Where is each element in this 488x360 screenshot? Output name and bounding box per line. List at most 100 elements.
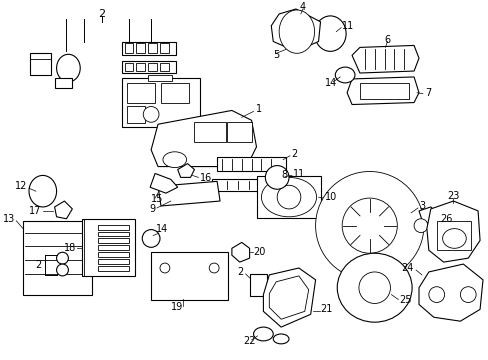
Text: 9: 9 [149,204,155,214]
Bar [212,179,276,191]
Text: 2: 2 [237,267,243,277]
Polygon shape [269,276,308,319]
Text: 23: 23 [447,191,459,201]
Text: 11: 11 [292,170,305,179]
Bar [127,105,145,123]
Ellipse shape [143,107,159,122]
Bar [256,176,320,218]
Bar [98,246,129,250]
Bar [148,75,171,81]
Ellipse shape [277,185,300,209]
Ellipse shape [279,10,314,53]
Bar [82,219,135,276]
Polygon shape [271,9,320,51]
Bar [23,221,92,294]
Bar [124,63,133,71]
Polygon shape [177,163,194,177]
Polygon shape [55,78,72,88]
Text: 2: 2 [290,149,297,159]
Ellipse shape [29,175,57,207]
Bar [359,83,408,99]
Text: 20: 20 [253,247,265,257]
Bar [122,61,175,73]
Bar [136,63,145,71]
Ellipse shape [57,264,68,276]
Ellipse shape [358,272,389,303]
Text: 22: 22 [243,336,256,346]
Polygon shape [418,264,482,321]
Ellipse shape [253,327,273,341]
Ellipse shape [142,230,160,247]
Polygon shape [263,268,315,327]
Bar [194,122,225,142]
Bar [249,274,267,296]
Ellipse shape [57,54,80,82]
Text: 5: 5 [273,50,279,60]
Bar [122,78,200,127]
Bar [148,63,157,71]
Bar [226,122,251,142]
Bar [122,41,175,55]
Text: 2: 2 [36,260,42,270]
Ellipse shape [314,16,346,51]
Bar [124,44,133,53]
Polygon shape [346,77,418,104]
Text: 18: 18 [64,243,76,253]
Polygon shape [150,174,177,193]
Ellipse shape [261,177,316,217]
Bar [98,266,129,271]
Bar [161,83,188,103]
Text: 6: 6 [384,35,390,45]
Bar [98,238,129,243]
Text: 17: 17 [28,206,41,216]
Bar [127,83,155,103]
Ellipse shape [335,67,354,83]
Bar [160,44,168,53]
Ellipse shape [413,219,427,233]
Text: 3: 3 [418,201,424,211]
Text: 14: 14 [325,78,337,88]
Bar [160,63,168,71]
Ellipse shape [209,263,219,273]
Bar [436,221,470,250]
Polygon shape [426,201,479,262]
Bar [98,252,129,257]
Ellipse shape [459,287,475,302]
Text: 8: 8 [281,170,286,180]
Ellipse shape [442,229,466,248]
Ellipse shape [265,166,288,189]
Polygon shape [158,181,220,206]
Text: 12: 12 [15,181,27,191]
Bar [217,157,285,171]
Polygon shape [318,186,416,265]
Text: 26: 26 [440,214,452,224]
Text: 7: 7 [424,88,430,98]
Bar [148,44,157,53]
Bar [136,44,145,53]
Polygon shape [151,111,256,167]
Text: 14: 14 [156,224,168,234]
Bar [98,259,129,264]
Polygon shape [55,201,72,219]
Ellipse shape [160,263,169,273]
Bar [98,231,129,237]
Text: 11: 11 [342,21,354,31]
Text: 4: 4 [299,2,305,12]
Polygon shape [418,207,436,223]
Bar [98,225,129,230]
Text: 19: 19 [170,302,183,312]
Polygon shape [231,242,249,262]
Ellipse shape [163,152,186,167]
Ellipse shape [337,253,411,322]
Ellipse shape [428,287,444,302]
Text: 1: 1 [255,104,261,114]
Text: 13: 13 [3,214,15,224]
Ellipse shape [57,252,68,264]
Polygon shape [351,45,418,73]
Ellipse shape [315,171,423,280]
Text: 15: 15 [151,194,163,204]
Ellipse shape [342,198,397,253]
Ellipse shape [273,334,288,344]
Text: 10: 10 [324,192,336,202]
Text: 25: 25 [399,294,411,305]
